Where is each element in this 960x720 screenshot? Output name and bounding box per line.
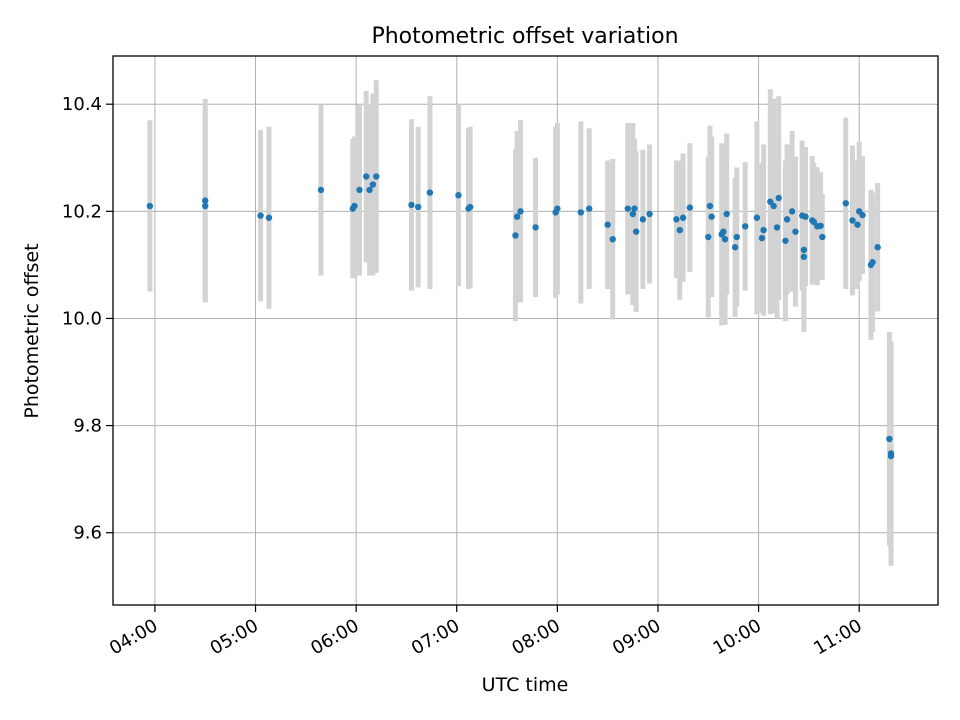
data-point — [819, 233, 826, 241]
data-point — [586, 205, 593, 212]
y-tick-label: 10.2 — [62, 201, 102, 222]
data-point — [631, 205, 638, 212]
data-point — [363, 173, 370, 180]
data-point — [802, 213, 809, 220]
data-point — [849, 217, 856, 224]
data-point — [775, 194, 782, 202]
plot-frame — [112, 55, 939, 606]
data-point — [686, 204, 694, 211]
data-point — [758, 234, 766, 242]
data-points — [146, 173, 895, 460]
data-point — [366, 186, 373, 194]
data-point — [624, 205, 631, 212]
data-point — [629, 210, 637, 218]
data-point — [817, 222, 824, 229]
data-point — [202, 197, 209, 204]
data-point — [842, 200, 849, 207]
data-point — [202, 202, 209, 210]
data-point — [257, 212, 264, 219]
data-point — [646, 210, 653, 218]
y-tick-label: 9.8 — [73, 416, 102, 437]
data-point — [887, 452, 895, 460]
data-point — [810, 218, 818, 226]
x-axis-label: UTC time — [482, 674, 569, 696]
data-point — [679, 214, 687, 221]
data-point — [706, 202, 714, 210]
data-point — [800, 246, 808, 254]
data-point — [532, 224, 539, 231]
data-point — [705, 233, 712, 241]
data-point — [869, 259, 876, 266]
data-point — [146, 202, 154, 210]
y-tick-label: 9.6 — [73, 523, 102, 544]
data-point — [577, 209, 585, 216]
y-tick-label: 10.0 — [62, 308, 102, 329]
data-point — [455, 192, 462, 199]
data-point — [426, 189, 434, 196]
data-point — [854, 221, 861, 228]
data-point — [782, 237, 789, 244]
data-point — [632, 228, 640, 235]
data-point — [351, 202, 358, 210]
data-point — [859, 211, 866, 219]
data-point — [554, 205, 561, 212]
data-point — [720, 228, 727, 235]
data-point — [792, 228, 799, 235]
data-point — [673, 216, 680, 223]
y-tick-label: 10.4 — [62, 94, 102, 115]
data-point — [676, 226, 683, 234]
data-point — [731, 244, 739, 251]
data-point — [708, 213, 715, 220]
data-point — [356, 186, 363, 194]
data-point — [369, 181, 377, 188]
data-point — [604, 221, 611, 228]
data-point — [783, 216, 791, 223]
data-point — [408, 201, 415, 209]
data-point — [741, 223, 749, 230]
data-point — [788, 208, 796, 215]
data-point — [773, 224, 781, 231]
data-point — [733, 233, 740, 241]
data-point — [512, 232, 519, 239]
data-point — [513, 213, 521, 220]
data-point — [265, 214, 273, 221]
data-point — [639, 216, 647, 223]
data-point — [609, 235, 616, 243]
data-point — [886, 435, 893, 443]
chart-title: Photometric offset variation — [371, 24, 678, 49]
data-point — [373, 173, 380, 180]
data-point — [517, 208, 524, 215]
data-point — [753, 214, 761, 221]
grid-lines — [113, 56, 938, 605]
data-point — [800, 253, 808, 261]
data-point — [723, 210, 730, 218]
data-point — [414, 203, 422, 211]
data-point — [760, 226, 767, 234]
data-point — [770, 202, 777, 210]
data-point — [767, 198, 774, 205]
data-point — [317, 186, 325, 194]
data-point — [874, 244, 881, 251]
data-point — [466, 203, 474, 211]
y-axis-label: Photometric offset — [21, 243, 43, 418]
data-point — [721, 235, 729, 243]
